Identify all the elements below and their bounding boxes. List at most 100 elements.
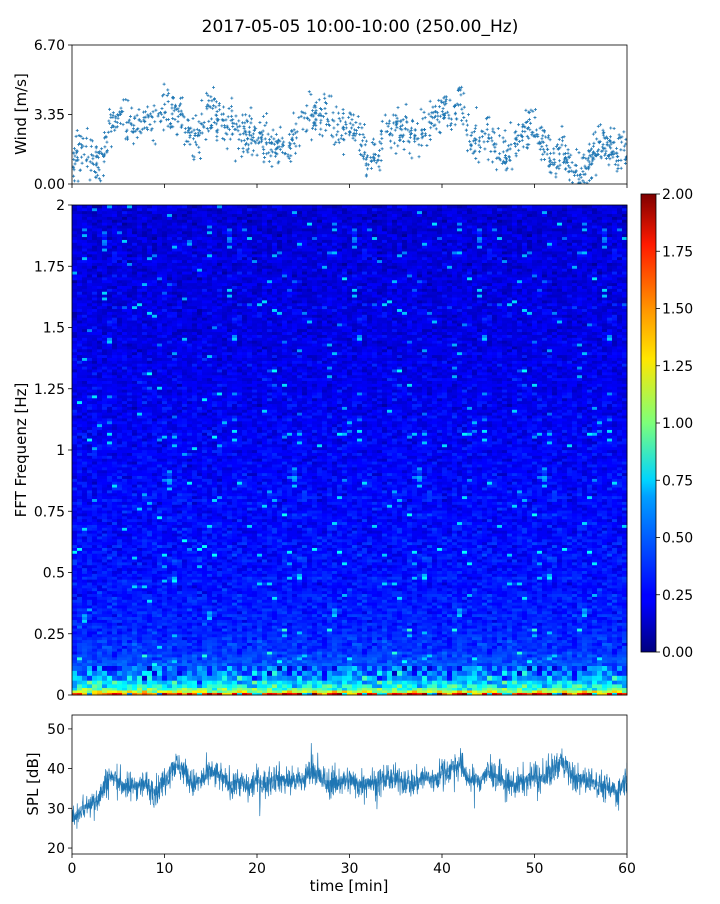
spectrogram-cell <box>147 312 152 315</box>
spectrogram-cell <box>87 401 92 404</box>
spectrogram-cell <box>107 317 112 320</box>
spectrogram-cell <box>107 548 112 551</box>
spectrogram-cell <box>102 493 107 496</box>
spectrogram-cell <box>77 666 82 671</box>
spectrogram-cell <box>102 277 107 280</box>
wind-point <box>460 119 463 122</box>
spectrogram-cell <box>77 608 82 611</box>
wind-point <box>242 147 245 150</box>
spectrogram-cell <box>147 363 152 366</box>
spectrogram-cell <box>97 392 102 395</box>
spectrogram-cell <box>147 599 152 602</box>
spectrogram-cell <box>122 562 127 565</box>
spectrogram-cell <box>122 671 127 676</box>
wind-point <box>475 106 478 109</box>
spectrogram-cell <box>72 568 77 571</box>
spectrogram-cell <box>87 337 92 340</box>
spectrogram-cell <box>132 435 137 438</box>
spectrogram-cell <box>132 432 137 435</box>
spectrogram-cell <box>107 467 112 470</box>
spectrogram-cell <box>147 407 152 410</box>
wind-point <box>88 179 91 182</box>
spectrogram-cell <box>157 582 162 585</box>
spectrogram-cell <box>167 680 172 684</box>
spectrogram-cell <box>92 648 97 651</box>
spectrogram-cell <box>132 366 137 369</box>
spectrogram-cell <box>77 277 82 280</box>
spectrogram-cell <box>107 571 112 574</box>
spectrogram-cell <box>137 277 142 280</box>
spectrogram-cell <box>162 645 167 648</box>
spectrogram-cell <box>82 622 87 625</box>
wind-point <box>112 111 115 114</box>
wind-point <box>109 116 112 119</box>
spectrogram-cell <box>152 504 157 507</box>
wind-point <box>595 137 598 140</box>
spectrogram-cell <box>77 651 82 654</box>
spectrogram-cell <box>167 481 172 484</box>
spectrogram-cell <box>142 550 147 553</box>
spectrogram-cell <box>77 455 82 458</box>
spectrogram-cell <box>142 260 147 263</box>
wind-point <box>477 161 480 164</box>
spectrogram-cell <box>132 214 137 217</box>
spectrogram-cell <box>132 502 137 505</box>
spectrogram-cell <box>127 545 132 548</box>
spectrogram-cell <box>72 536 77 539</box>
spectrogram-cell <box>142 447 147 450</box>
spectrogram-cell <box>162 283 167 286</box>
spectrogram-cell <box>97 461 102 464</box>
spectrogram-cell <box>102 622 107 625</box>
wind-point <box>73 147 76 150</box>
spectrogram-cell <box>112 490 117 493</box>
wind-point <box>153 120 156 123</box>
wind-point <box>361 139 364 142</box>
spectrogram-cell <box>112 648 117 651</box>
spectrogram-cell <box>127 496 132 499</box>
spectrogram-cell <box>157 516 162 519</box>
spectrogram-cell <box>82 219 87 222</box>
spectrogram-cell <box>167 214 172 217</box>
spectrogram-cell <box>82 447 87 450</box>
spectrogram-cell <box>127 257 132 260</box>
spectrogram-cell <box>127 329 132 332</box>
spectrogram-cell <box>157 314 162 317</box>
spectrogram-cell <box>127 559 132 562</box>
wind-point <box>567 148 570 151</box>
spectrogram-cell <box>132 349 137 352</box>
spectrogram-cell <box>142 234 147 237</box>
wind-point <box>617 167 620 170</box>
spectrogram-cell <box>102 576 107 579</box>
spectrogram-cell <box>77 409 82 412</box>
spectrogram-cell <box>162 381 167 384</box>
spectrogram-cell <box>92 260 97 263</box>
wind-point <box>582 153 585 156</box>
spectrogram-cell <box>162 303 167 306</box>
spectrogram-cell <box>172 286 177 289</box>
spectrogram-cell <box>127 550 132 553</box>
spectrogram-cell <box>167 245 172 248</box>
spectrogram-cell <box>157 522 162 525</box>
spectrogram-cell <box>97 516 102 519</box>
wind-point <box>292 133 295 136</box>
spectrogram-cell <box>162 602 167 605</box>
spectrogram-cell <box>82 271 87 274</box>
spectrogram-cell <box>87 680 92 684</box>
spectrogram-cell <box>87 407 92 410</box>
spectrogram-cell <box>152 245 157 248</box>
spectrogram-cell <box>157 271 162 274</box>
spectrogram-cell <box>117 268 122 271</box>
spectrogram-cell <box>112 263 117 266</box>
spectrogram-cell <box>147 542 152 545</box>
wind-point <box>332 111 335 114</box>
spectrogram-cell <box>152 565 157 568</box>
spectrogram-cell <box>87 217 92 220</box>
spectrogram-cell <box>142 533 147 536</box>
spectrogram-cell <box>147 525 152 528</box>
spectrogram-cell <box>92 291 97 294</box>
spectrogram-cell <box>87 548 92 551</box>
spectrogram-cell <box>142 283 147 286</box>
wind-point <box>304 112 307 115</box>
spectrogram-cell <box>127 260 132 263</box>
spectrogram-cell <box>102 680 107 684</box>
